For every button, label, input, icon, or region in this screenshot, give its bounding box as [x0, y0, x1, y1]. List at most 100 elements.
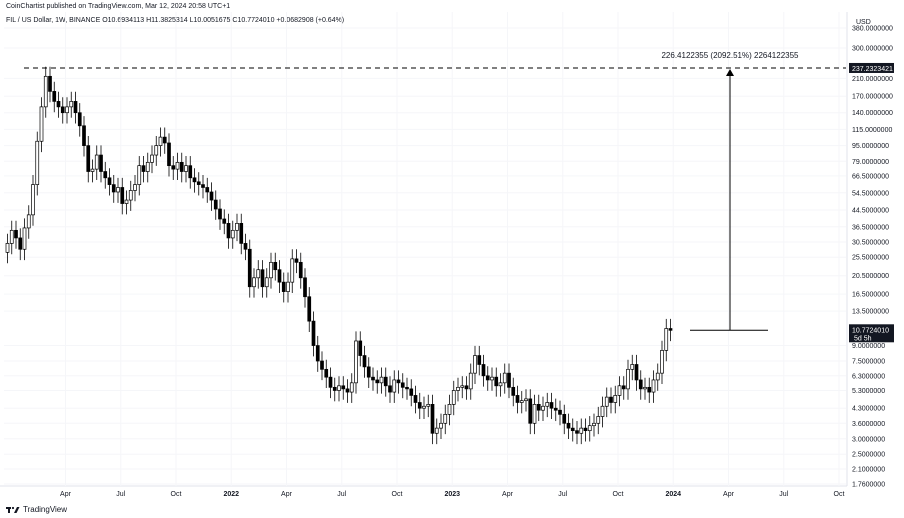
time-tick-label: Oct — [392, 491, 403, 498]
candle-body — [154, 145, 159, 156]
time-tick-label: 2024 — [665, 491, 681, 498]
candle-body — [604, 396, 609, 407]
time-tick-label: 2023 — [444, 491, 460, 498]
time-tick-label: 2022 — [223, 491, 239, 498]
candle-body — [541, 405, 545, 411]
currency-label: USD — [856, 19, 871, 26]
candle-body — [375, 379, 380, 384]
candle-body — [209, 191, 214, 201]
candle-body — [141, 165, 146, 172]
price-tick-label: 2.1000000 — [852, 467, 885, 474]
candle-body — [613, 395, 618, 403]
candle-body — [273, 261, 278, 271]
time-tick-label: Apr — [281, 491, 293, 498]
candle-body — [133, 184, 137, 191]
candle-body — [286, 281, 290, 292]
candle-body — [371, 376, 375, 381]
high-price-badge — [849, 62, 894, 73]
price-tick-label: 54.5000000 — [852, 190, 889, 197]
candle-body — [328, 376, 333, 388]
candle-body — [179, 161, 184, 172]
candle-body — [120, 187, 125, 204]
price-axis[interactable]: 380.0000000 300.0000000 210.0000000 170.000… — [4, 26, 893, 489]
candle-body — [668, 328, 673, 331]
candle-body — [630, 364, 635, 370]
candle-body — [192, 177, 197, 183]
candle-body — [145, 161, 150, 172]
candle-body — [413, 395, 418, 403]
symbol-ohlc-line: FIL / US Dollar, 1W, BINANCE O10.6934113… — [6, 17, 344, 24]
candle-body — [422, 405, 426, 409]
candle-body — [451, 390, 456, 405]
candle-body — [405, 386, 409, 390]
candle-body — [31, 184, 35, 216]
candle-body — [532, 404, 537, 424]
candle-body — [562, 413, 567, 424]
candle-body — [549, 402, 554, 409]
candle-body — [260, 269, 265, 288]
price-tick-label: 2.5000000 — [852, 452, 885, 459]
annotations: 237.2323421 226.4122355 (2092.51%) 226412… — [24, 51, 894, 343]
ohlc-close: C10.7724010 — [232, 17, 275, 24]
candle-body — [660, 350, 664, 374]
candle-body — [9, 229, 14, 244]
candle-body — [103, 171, 108, 179]
time-tick-label: Oct — [171, 491, 182, 498]
candle-body — [14, 229, 18, 239]
candle-body — [579, 427, 584, 434]
candle-body — [341, 385, 346, 390]
candle-body — [162, 136, 167, 144]
candle-body — [56, 101, 61, 108]
candle-body — [558, 409, 562, 415]
candle-body — [664, 328, 669, 351]
candle-body — [213, 199, 218, 210]
price-tick-label: 66.5000000 — [852, 173, 889, 180]
candle-body — [545, 402, 550, 407]
candle-body — [388, 385, 392, 393]
price-tick-label: 170.0000000 — [852, 94, 893, 101]
candle-body — [175, 161, 180, 170]
candle-body — [443, 413, 448, 424]
time-tick-label: Jul — [337, 491, 346, 498]
price-tick-label: 3.0000000 — [852, 436, 885, 443]
candle-body — [498, 382, 503, 387]
candle-body — [107, 177, 112, 185]
candle-body — [502, 372, 507, 384]
candle-body — [256, 269, 261, 279]
candle-body — [383, 376, 388, 387]
price-tick-label: 36.5000000 — [852, 224, 889, 231]
candle-body — [349, 382, 354, 393]
candle-body — [18, 237, 23, 250]
candle-body — [247, 248, 252, 288]
candle-body — [303, 277, 307, 298]
candle-body — [205, 187, 210, 193]
price-tick-label: 25.5000000 — [852, 255, 889, 262]
footer-brand-text: TradingView — [23, 505, 68, 514]
candle-body — [222, 218, 227, 224]
candle-body — [77, 112, 82, 127]
time-tick-label: Oct — [613, 491, 624, 498]
price-tick-label: 210.0000000 — [852, 76, 893, 83]
price-tick-label: 140.0000000 — [852, 110, 893, 117]
footer-brand[interactable]: TradingView — [6, 505, 67, 514]
price-tick-label: 9.0000000 — [852, 343, 885, 350]
price-tick-label: 5.3000000 — [852, 388, 885, 395]
candle-body — [417, 402, 422, 409]
candle-body — [345, 388, 350, 393]
candle-body — [647, 386, 652, 393]
candle-body — [184, 165, 188, 172]
candle-body — [128, 190, 133, 201]
candle-body — [230, 229, 235, 239]
price-tick-label: 380.0000000 — [852, 26, 893, 33]
candle-body — [86, 145, 91, 172]
candle-body — [94, 154, 99, 170]
candle-body — [264, 277, 269, 288]
time-axis[interactable]: Apr Jul Oct 2022 Apr Jul Oct 2023 Apr Jul Oct 2024 A… — [60, 12, 844, 498]
candle-body — [570, 427, 575, 432]
candle-body — [464, 385, 469, 390]
candle-body — [634, 364, 639, 381]
candle-body — [651, 379, 656, 393]
candles — [5, 66, 673, 445]
candle-body — [277, 269, 282, 283]
